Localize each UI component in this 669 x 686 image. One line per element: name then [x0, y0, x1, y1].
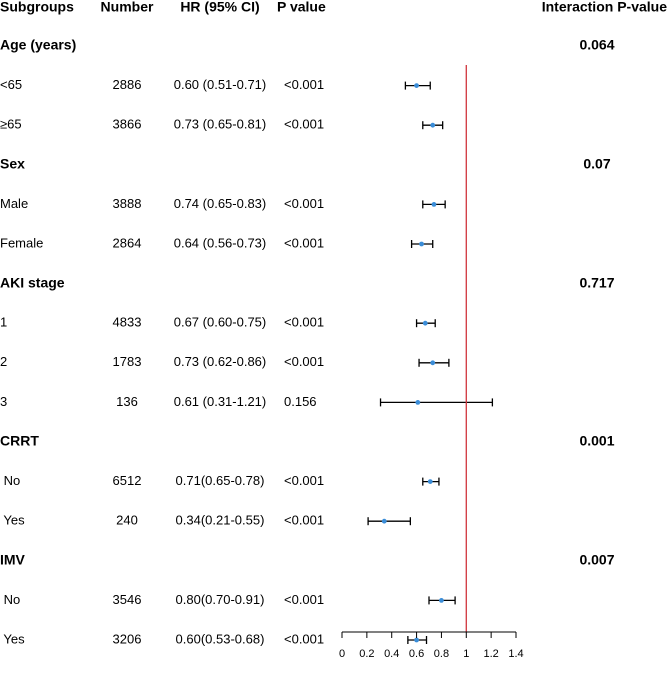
hr-point	[430, 360, 436, 366]
column-header: P value	[277, 0, 326, 15]
x-tick-label: 0.8	[434, 648, 449, 660]
row-label: Female	[0, 235, 43, 250]
hr-point	[430, 122, 436, 128]
hr-ci: 0.61 (0.31-1.21)	[174, 394, 267, 409]
row-label: <65	[0, 77, 22, 92]
hr-ci: 0.80(0.70-0.91)	[176, 592, 265, 607]
column-header: Interaction P-value	[542, 0, 667, 15]
hr-ci: 0.71(0.65-0.78)	[176, 473, 265, 488]
row-label: 1	[0, 315, 7, 330]
hr-point	[439, 598, 444, 603]
hr-point	[414, 83, 419, 88]
hr-ci: 0.67 (0.60-0.75)	[174, 315, 267, 330]
hr-ci: 0.74 (0.65-0.83)	[174, 196, 267, 211]
number: 3888	[113, 196, 142, 211]
row-label: Male	[0, 196, 28, 211]
p-value: <0.001	[284, 117, 324, 132]
hr-point	[422, 320, 428, 326]
group-label: IMV	[0, 552, 26, 568]
p-value: <0.001	[284, 235, 324, 250]
number: 2864	[113, 235, 142, 250]
hr-point	[419, 241, 424, 247]
p-value: <0.001	[284, 315, 324, 330]
hr-point	[414, 637, 419, 643]
interaction-p: 0.001	[579, 433, 614, 449]
column-header: Number	[101, 0, 154, 15]
hr-point	[381, 518, 387, 524]
number: 3866	[113, 117, 142, 132]
hr-ci: 0.60(0.53-0.68)	[176, 631, 265, 646]
p-value: <0.001	[284, 196, 324, 211]
interaction-p: 0.07	[583, 156, 610, 172]
x-tick-label: 0.4	[384, 648, 399, 660]
group-label: Sex	[0, 156, 25, 172]
confidence-interval	[379, 398, 494, 407]
row-label: 3	[0, 394, 7, 409]
hr-ci: 0.34(0.21-0.55)	[176, 513, 265, 528]
interaction-p: 0.717	[579, 274, 614, 290]
p-value: <0.001	[284, 513, 324, 528]
row-label: No	[0, 592, 20, 607]
row-label: 2	[0, 354, 7, 369]
hr-point	[415, 400, 421, 405]
number: 6512	[113, 473, 142, 488]
hr-point	[427, 479, 433, 484]
p-value: <0.001	[284, 631, 324, 646]
x-tick-label: 0.2	[359, 648, 374, 660]
hr-ci: 0.64 (0.56-0.73)	[174, 235, 267, 250]
p-value: 0.156	[284, 394, 317, 409]
number: 2886	[113, 77, 142, 92]
hr-ci: 0.73 (0.65-0.81)	[174, 117, 267, 132]
group-label: CRRT	[0, 433, 39, 449]
interaction-p: 0.007	[579, 552, 614, 568]
p-value: <0.001	[284, 354, 324, 369]
group-label: Age (years)	[0, 37, 76, 53]
x-tick-label: 0.6	[409, 648, 424, 660]
confidence-interval	[367, 517, 412, 526]
number: 240	[116, 513, 138, 528]
p-value: <0.001	[284, 592, 324, 607]
column-header: Subgroups	[0, 0, 74, 15]
number: 136	[116, 394, 138, 409]
group-label: AKI stage	[0, 274, 65, 290]
hr-ci: 0.73 (0.62-0.86)	[174, 354, 267, 369]
number: 3546	[113, 592, 142, 607]
p-value: <0.001	[284, 77, 324, 92]
column-header: HR (95% CI)	[180, 0, 259, 15]
number: 3206	[113, 631, 142, 646]
x-tick-label: 1	[463, 648, 469, 660]
hr-ci: 0.60 (0.51-0.71)	[174, 77, 267, 92]
row-label: Yes	[0, 513, 25, 528]
x-tick-label: 1.2	[483, 648, 498, 660]
row-label: No	[0, 473, 20, 488]
hr-point	[431, 202, 437, 207]
row-label: ≥65	[0, 117, 22, 132]
x-tick-label: 0	[339, 648, 345, 660]
x-tick-label: 1.4	[508, 648, 523, 660]
p-value: <0.001	[284, 473, 324, 488]
number: 4833	[113, 315, 142, 330]
row-label: Yes	[0, 631, 25, 646]
number: 1783	[113, 354, 142, 369]
interaction-p: 0.064	[579, 37, 614, 53]
